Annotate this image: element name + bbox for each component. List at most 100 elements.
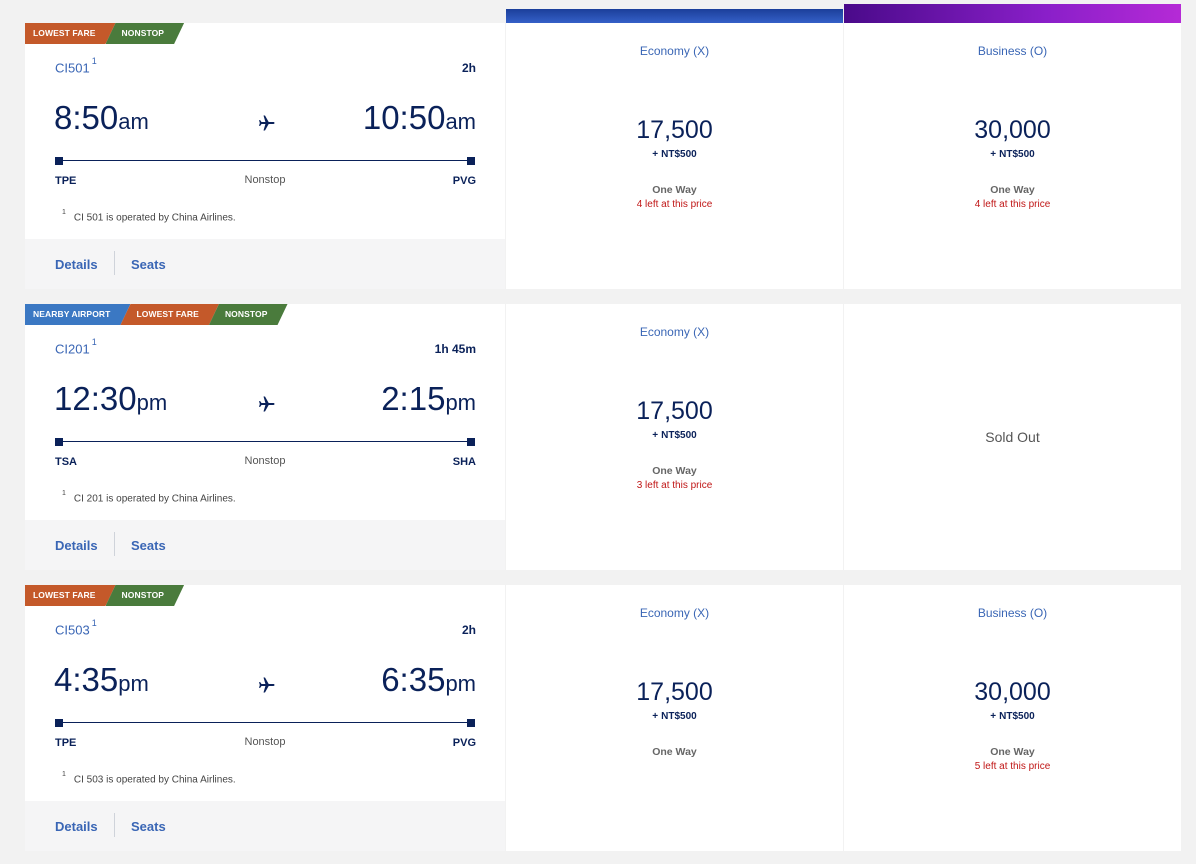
flight-duration: 2h [461, 61, 476, 75]
economy-fare-cell[interactable]: Economy (X) 17,500 + NT$500 One Way 4 lef… [506, 23, 843, 289]
cash-fee: + NT$500 [506, 427, 843, 441]
operated-by-note: 1 CI 503 is operated by China Airlines. [62, 771, 236, 785]
flight-number-text: CI503 [55, 622, 90, 638]
departure-time-value: 12:30 [54, 380, 137, 417]
cash-fee: + NT$500 [844, 146, 1181, 160]
business-header-bar [844, 4, 1181, 23]
airplane-icon [259, 677, 275, 693]
miles-price: 17,500 [636, 678, 713, 706]
airplane-icon [259, 115, 275, 131]
trip-type: One Way [652, 465, 697, 477]
arrival-time-value: 2:15 [381, 380, 446, 417]
flight-card: NEARBY AIRPORT LOWEST FARE NONSTOP CI201… [25, 304, 505, 570]
origin-marker [55, 438, 63, 446]
airplane-icon [259, 396, 275, 412]
trip-type: One Way [652, 746, 697, 758]
badge-group: NEARBY AIRPORT LOWEST FARE NONSTOP [25, 304, 278, 325]
details-link[interactable]: Details [55, 538, 98, 553]
badge-group: LOWEST FARE NONSTOP [25, 585, 174, 606]
flight-card-footer [25, 239, 505, 289]
footnote-marker: 1 [91, 618, 97, 628]
seats-link[interactable]: Seats [131, 819, 166, 834]
flight-card-footer [25, 801, 505, 851]
flight-row: LOWEST FARE NONSTOP CI503 1 2h 4:35pm 6:3… [25, 585, 1181, 851]
plus-sign: + [652, 430, 659, 441]
origin-marker [55, 157, 63, 165]
arrival-time: 2:15pm [381, 380, 476, 418]
cabin-name: Business (O) [977, 606, 1048, 620]
fee-value: NT$500 [661, 430, 697, 441]
footer-divider [114, 532, 115, 556]
arrival-time: 10:50am [363, 99, 476, 137]
arrival-time-value: 10:50 [362, 99, 446, 136]
cabin-name: Economy (X) [639, 325, 710, 339]
destination-airport: SHA [452, 456, 476, 468]
footnote-marker: 1 [62, 490, 66, 497]
flight-card-footer [25, 520, 505, 570]
sold-out-label: Sold Out [985, 429, 1040, 445]
nonstop-badge: NONSTOP [209, 304, 288, 325]
arrival-ampm: pm [445, 671, 476, 696]
operated-by-note: 1 CI 201 is operated by China Airlines. [62, 490, 236, 505]
lowest-fare-badge: LOWEST FARE [25, 23, 116, 44]
operated-by-note: 1 CI 501 is operated by China Airlines. [62, 209, 236, 224]
badge-group: LOWEST FARE NONSTOP [25, 23, 174, 44]
trip-type: One Way [990, 746, 1035, 758]
seats-left: 4 left at this price [974, 199, 1051, 210]
flight-number[interactable]: CI201 1 [55, 337, 97, 357]
departure-time: 8:50am [54, 99, 149, 137]
departure-ampm: pm [136, 390, 168, 415]
arrival-time: 6:35pm [381, 661, 476, 699]
origin-airport: TPE [55, 737, 77, 749]
seats-left: 3 left at this price [636, 480, 713, 491]
seats-link[interactable]: Seats [131, 257, 166, 272]
lowest-fare-badge: LOWEST FARE [120, 304, 219, 325]
economy-fare-cell[interactable]: Economy (X) 17,500 + NT$500 One Way [506, 585, 843, 851]
flight-number-text: CI501 [55, 60, 90, 76]
flight-duration: 2h [461, 623, 476, 637]
fee-value: NT$500 [661, 149, 697, 160]
flight-row: NEARBY AIRPORT LOWEST FARE NONSTOP CI201… [25, 304, 1181, 570]
origin-airport: TSA [55, 456, 77, 468]
business-fare-cell[interactable]: Business (O) 30,000 + NT$500 One Way 4 le… [844, 23, 1181, 289]
details-link[interactable]: Details [55, 819, 98, 834]
seats-left: 4 left at this price [636, 199, 713, 210]
stops-label: Nonstop [244, 455, 286, 467]
cabin-name: Business (O) [977, 44, 1048, 58]
operated-by-text: CI 201 is operated by China Airlines. [73, 493, 236, 505]
route-line [55, 441, 475, 442]
route-line [55, 722, 475, 723]
cabin-name: Economy (X) [639, 606, 710, 620]
plus-sign: + [990, 711, 997, 722]
stops-label: Nonstop [244, 736, 286, 748]
nonstop-badge: NONSTOP [106, 585, 185, 606]
business-fare-cell[interactable]: Business (O) 30,000 + NT$500 One Way 5 le… [844, 585, 1181, 851]
plus-sign: + [990, 149, 997, 160]
miles-price: 17,500 [636, 397, 713, 425]
miles-price: 30,000 [974, 678, 1051, 706]
footer-divider [114, 251, 115, 275]
footnote-marker: 1 [62, 771, 66, 778]
arrival-ampm: pm [445, 390, 476, 415]
seats-link[interactable]: Seats [131, 538, 166, 553]
trip-type: One Way [990, 184, 1035, 196]
destination-airport: PVG [452, 737, 476, 749]
details-link[interactable]: Details [55, 257, 98, 272]
destination-marker [467, 719, 475, 727]
footnote-marker: 1 [62, 209, 66, 216]
footer-divider [114, 813, 115, 837]
departure-ampm: am [118, 109, 149, 134]
operated-by-text: CI 501 is operated by China Airlines. [73, 212, 236, 224]
seats-left: 5 left at this price [974, 761, 1051, 772]
stops-label: Nonstop [244, 174, 286, 186]
flight-number[interactable]: CI501 1 [55, 56, 97, 76]
plus-sign: + [652, 149, 659, 160]
fee-value: NT$500 [999, 149, 1035, 160]
trip-type: One Way [652, 184, 697, 196]
nonstop-badge: NONSTOP [106, 23, 185, 44]
arrival-ampm: am [445, 109, 476, 134]
economy-fare-cell[interactable]: Economy (X) 17,500 + NT$500 One Way 3 lef… [506, 304, 843, 570]
flight-number-text: CI201 [55, 341, 90, 357]
flight-number[interactable]: CI503 1 [55, 618, 97, 638]
cash-fee: + NT$500 [506, 708, 843, 722]
